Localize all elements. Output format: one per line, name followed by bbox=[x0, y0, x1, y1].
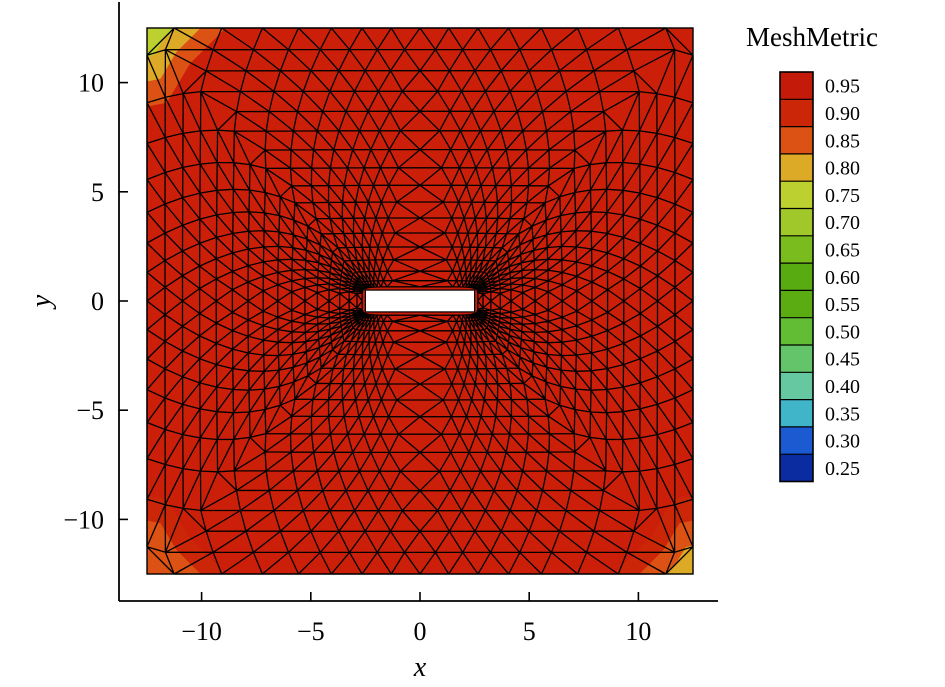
y-axis-ticks: −10 −5 0 5 10 bbox=[63, 69, 128, 534]
y-axis-label: y bbox=[26, 294, 57, 310]
colorbar-swatch bbox=[780, 181, 813, 209]
x-tick-label: −10 bbox=[181, 617, 222, 646]
colorbar-label: 0.25 bbox=[825, 458, 860, 480]
colorbar-label: 0.65 bbox=[825, 239, 860, 261]
colorbar-swatch bbox=[780, 426, 813, 455]
mesh-edge-layer bbox=[146, 27, 694, 575]
colorbar-swatch bbox=[780, 372, 813, 401]
colorbar-label: 0.55 bbox=[825, 294, 860, 316]
colorbar-label: 0.95 bbox=[825, 76, 860, 98]
axes: −10 −5 0 5 10 −10 −5 0 5 10 x y bbox=[26, 2, 718, 683]
x-tick-label: 5 bbox=[523, 617, 536, 646]
y-tick-label: 5 bbox=[91, 178, 104, 207]
mesh-boundary bbox=[146, 27, 694, 575]
x-axis-label: x bbox=[413, 652, 427, 683]
colorbar-swatch bbox=[780, 399, 813, 428]
colorbar-swatch bbox=[780, 72, 813, 100]
colorbar-label: 0.75 bbox=[825, 185, 860, 207]
colorbar-label: 0.85 bbox=[825, 130, 860, 152]
colorbar-label: 0.40 bbox=[825, 376, 860, 398]
colorbar-label: 0.50 bbox=[825, 321, 860, 343]
corner-region-bottom-right bbox=[664, 545, 693, 574]
colorbar-swatch bbox=[780, 290, 813, 319]
colorbar-label: 0.70 bbox=[825, 212, 860, 234]
x-tick-label: 0 bbox=[414, 617, 427, 646]
x-tick-label: −5 bbox=[297, 617, 325, 646]
colorbar: MeshMetric 0.950.900.850.800.750.700.650… bbox=[746, 22, 878, 483]
colorbar-swatch bbox=[780, 126, 813, 155]
colorbar-labels: 0.95 0.90 0.85 0.80 0.75 0.70 0.65 0.60 0.55 0.50… bbox=[825, 76, 860, 480]
y-tick-label: −5 bbox=[76, 396, 104, 425]
colorbar-label: 0.30 bbox=[825, 431, 860, 453]
colorbar-title: MeshMetric bbox=[746, 22, 878, 52]
center-hole bbox=[364, 289, 476, 313]
corner-region-top-left bbox=[147, 28, 176, 57]
y-tick-label: 10 bbox=[78, 69, 104, 98]
colorbar-label: 0.80 bbox=[825, 158, 860, 180]
plot-area bbox=[146, 27, 694, 575]
colorbar-swatch bbox=[780, 454, 813, 482]
colorbar-label: 0.90 bbox=[825, 103, 860, 125]
colorbar-label: 0.60 bbox=[825, 267, 860, 289]
colorbar-frame bbox=[779, 71, 814, 483]
colorbar-label: 0.45 bbox=[825, 349, 860, 371]
colorbar-swatch bbox=[780, 317, 813, 346]
x-axis-ticks: −10 −5 0 5 10 bbox=[181, 592, 651, 646]
x-tick-label: 10 bbox=[625, 617, 651, 646]
colorbar-swatch bbox=[780, 235, 813, 264]
y-tick-label: 0 bbox=[91, 287, 104, 316]
colorbar-label: 0.35 bbox=[825, 403, 860, 425]
colorbar-swatch bbox=[780, 99, 813, 128]
colorbar-swatch bbox=[780, 263, 813, 291]
y-tick-label: −10 bbox=[63, 505, 104, 534]
colorbar-swatches bbox=[780, 72, 813, 482]
mesh-edges bbox=[146, 27, 694, 575]
colorbar-swatch bbox=[780, 345, 813, 373]
colorbar-swatch bbox=[780, 208, 813, 237]
colorbar-swatch bbox=[780, 153, 813, 182]
